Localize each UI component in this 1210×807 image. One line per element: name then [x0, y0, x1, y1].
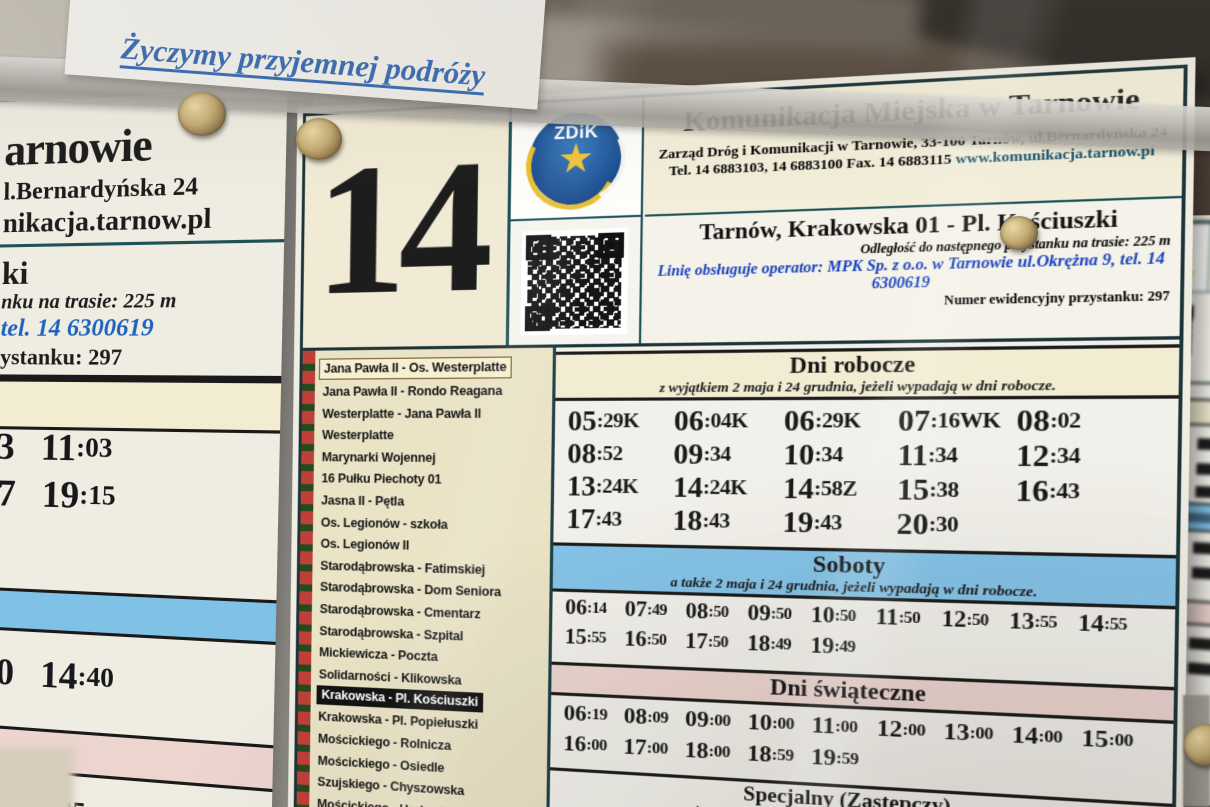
stop-list-item: Marynarki Wojennej: [321, 449, 436, 465]
line-number: 14: [314, 119, 487, 335]
departure-time: 18:49: [746, 631, 792, 657]
stop-list: Jana Pawła II - Os. Westerplatte Jana Paw…: [306, 347, 553, 807]
departure-time: 16:43: [1015, 473, 1080, 509]
distance-note-fragment: nku na trasie: 225 m: [1, 289, 177, 314]
times-row: 05:29K 06:04K 06:29K 07:16WK 08:02: [568, 403, 1179, 439]
departure-time: 16:00: [563, 730, 607, 757]
departure-time: 09:00: [684, 705, 731, 733]
departure-time: 06:19: [563, 699, 608, 727]
departure-time: 14:55: [1077, 611, 1128, 638]
departure-time: 19:49: [810, 633, 856, 659]
departure-time: 07:49: [624, 597, 668, 622]
schedule-section-soboty: Soboty a także 2 maja i 24 grudnia, jeżel…: [552, 542, 1177, 682]
departure-time: 06:14: [565, 596, 607, 620]
departure-time: 13:24K: [566, 470, 639, 503]
departure-time: 18:59: [747, 739, 794, 768]
departure-time: 19:43: [782, 505, 842, 539]
star-icon: ★: [557, 136, 595, 183]
departure-time: 14:58Z: [782, 471, 857, 505]
departure-time: 0 14:40: [0, 651, 115, 699]
stop-list-item: Jana Pawła II - Os. Westerplatte: [318, 356, 512, 380]
departure-time: 14:00: [1011, 720, 1063, 750]
stop-list-item: Jana Pawła II - Rondo Reagana: [322, 383, 503, 399]
qr-code: [520, 227, 629, 336]
section-header-band: Dni robocze z wyjątkiem 2 maja i 24 grudn…: [555, 344, 1180, 401]
departure-time: 17:43: [566, 502, 622, 535]
departure-time: 08:09: [623, 702, 669, 730]
departure-time: 10:50: [810, 603, 856, 629]
operator-note-blurred: ■■■ ■■■■■■ ■■■■■■■ ■■■: [1198, 324, 1210, 336]
stop-list-item: Jasna II - Pętla: [321, 493, 405, 509]
departure-time: 16:50: [624, 627, 667, 652]
departure-time: 10:00: [747, 708, 795, 736]
departure-time: 17:00: [623, 733, 668, 761]
departure-time: 08:02: [1016, 403, 1081, 438]
times-grid: 05:29K 06:04K 06:29K 07:16WK 08:02 08:52 09:34…: [564, 399, 1179, 550]
departure-time: 08:50: [685, 599, 729, 624]
departure-time: 14:24K: [672, 471, 747, 504]
stop-number-fragment: ystanku: 297: [0, 343, 123, 370]
agency-address-fragment: l.Bernardyńska 24: [3, 173, 199, 206]
departure-time: 11:00: [811, 711, 858, 739]
agency-website-fragment: nikacja.tarnow.pl: [2, 202, 212, 239]
stop-name-blurred: Tarnów, Krakowska: [1205, 301, 1210, 315]
departure-time: 15:38: [896, 472, 959, 507]
departure-time: 12:34: [1015, 438, 1081, 473]
departure-time: 10:34: [783, 438, 843, 472]
section-subtitle: z wyjątkiem 2 maja i 24 grudnia, jeżeli …: [659, 376, 1057, 396]
departure-time: 15:55: [564, 625, 607, 650]
distance-note-blurred: ■■■■■■■■■■■■■■: [1205, 315, 1210, 323]
departure-time: 19:59: [810, 743, 859, 771]
case-frame-corner: [0, 748, 74, 807]
timetable-panel-line-14: 14 ZDiK ★ Komunikacja Miejska w Tarnowie…: [285, 57, 1196, 807]
thumbtack-pin: [296, 118, 342, 160]
departure-time: 08:52: [567, 437, 623, 470]
timetable-panel-left-partial: arnowie l.Bernardyńska 24 nikacja.tarnow…: [0, 89, 288, 807]
departure-time: 12:50: [941, 607, 989, 633]
departure-time: 09:50: [747, 601, 792, 626]
departure-time: 20:30: [896, 507, 959, 542]
departure-time: 13:55: [1008, 609, 1058, 635]
schedule-section-robocze: Dni robocze z wyjątkiem 2 maja i 24 grudn…: [555, 344, 1180, 550]
stop-list-item: 16 Pułku Piechoty 01: [321, 471, 442, 488]
departure-schedule: Dni robocze z wyjątkiem 2 maja i 24 grudn…: [543, 339, 1180, 807]
stop-list-item: Westerplatte: [321, 428, 394, 443]
departure-time: 3 11:03: [0, 426, 113, 470]
qr-cell: [508, 216, 643, 346]
divider: [0, 239, 285, 249]
saturday-header-band: [0, 583, 277, 645]
departure-time: 12:00: [876, 714, 926, 743]
thumbtack-pin: [1000, 216, 1038, 250]
stop-list-item: Westerplatte - Jana Pawła II: [322, 406, 482, 421]
departure-time: 18:00: [684, 736, 731, 764]
departure-time: 18:43: [672, 504, 730, 537]
stop-name-fragment: ki: [1, 254, 29, 292]
departure-time: 7 19:15: [0, 472, 117, 518]
departure-time: 06:29K: [783, 404, 861, 438]
times-row: 08:52 09:34 10:34 11:34 12:34: [567, 438, 1178, 475]
agency-title-fragment: arnowie: [3, 119, 153, 176]
departure-time: 17:50: [684, 629, 729, 654]
departure-time: 13:00: [943, 717, 993, 746]
operator-phone-fragment: tel. 14 6300619: [0, 314, 154, 342]
departure-time: 05:29K: [567, 405, 640, 437]
departure-time: 11:34: [897, 438, 958, 472]
departure-time: 06:04K: [673, 404, 748, 437]
departure-time: 09:34: [673, 437, 731, 471]
thumbtack-pin: [178, 92, 226, 136]
stop-info: Tarnów, Krakowska 01 - Pl. Kościuszki Od…: [643, 198, 1182, 344]
departure-time: 11:50: [875, 605, 921, 631]
departure-time: 15:00: [1081, 724, 1133, 754]
departure-time: 07:16WK: [897, 404, 1001, 438]
